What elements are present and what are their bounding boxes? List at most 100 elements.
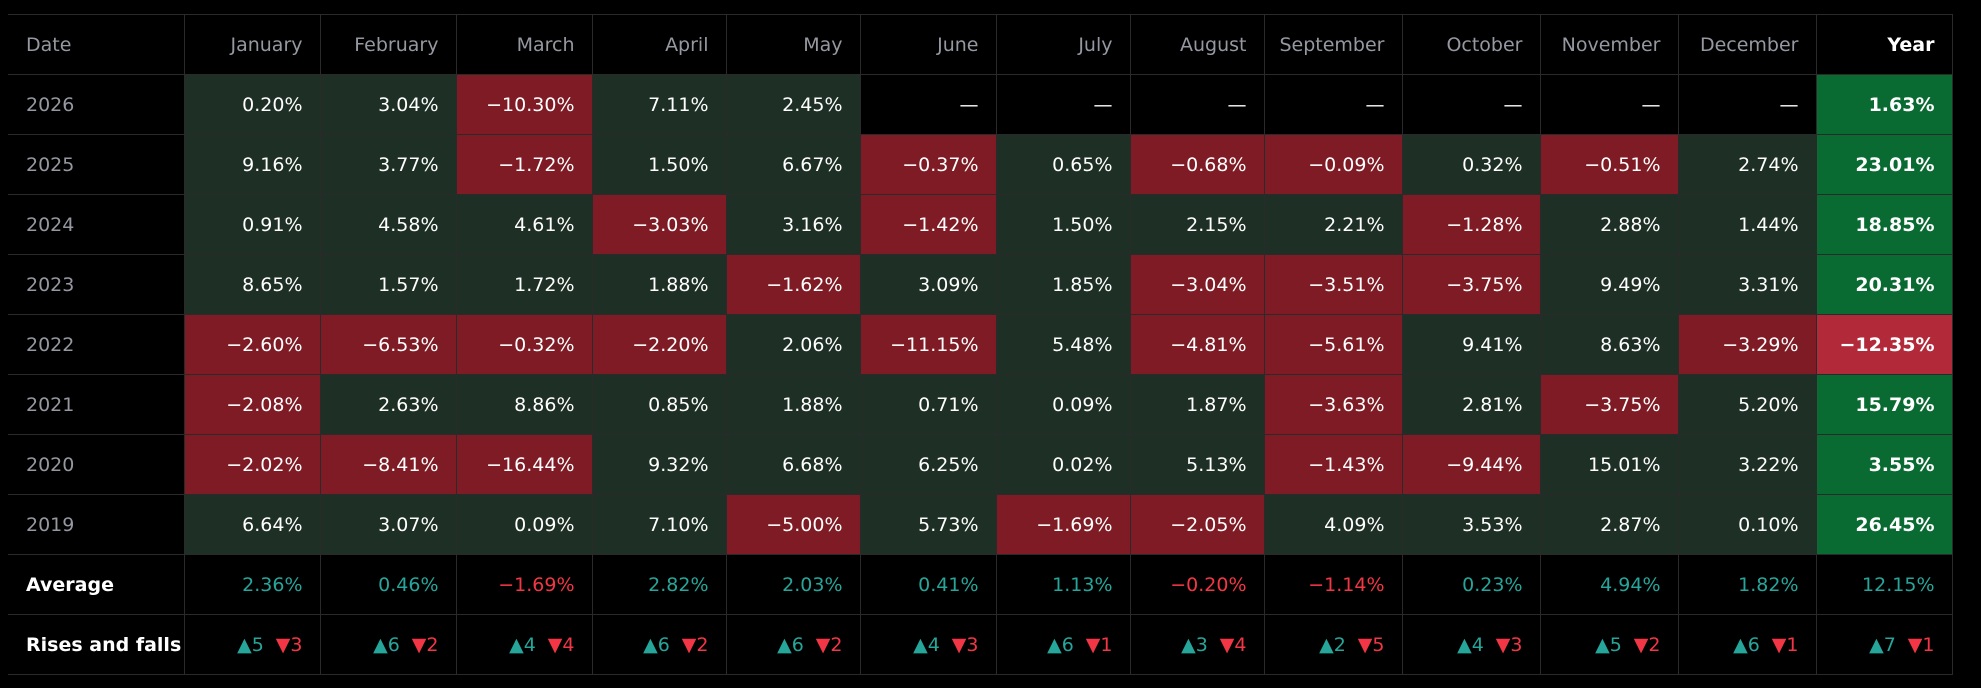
average-cell: 0.46% bbox=[320, 554, 457, 615]
average-cell: 1.82% bbox=[1678, 554, 1817, 615]
year-total-cell: 20.31% bbox=[1816, 254, 1953, 315]
falls-count: ▼1 bbox=[1085, 633, 1113, 656]
monthly-return-cell: −3.63% bbox=[1264, 374, 1403, 435]
monthly-return-cell: −8.41% bbox=[320, 434, 457, 495]
rises-falls-cell: ▲6 ▼1 bbox=[1678, 614, 1817, 675]
rises-count: ▲4 bbox=[509, 633, 536, 656]
rises-count: ▲6 bbox=[373, 633, 400, 656]
column-header-month[interactable]: December bbox=[1678, 14, 1817, 75]
row-year-label: 2022 bbox=[8, 314, 185, 375]
table-row: 2019 6.64% 3.07% 0.09% 7.10% −5.00% 5.73% −1.69… bbox=[8, 494, 1953, 555]
monthly-return-cell: −0.09% bbox=[1264, 134, 1403, 195]
rises-count: ▲7 bbox=[1869, 633, 1896, 656]
column-header-month[interactable]: June bbox=[860, 14, 997, 75]
column-header-month[interactable]: August bbox=[1130, 14, 1265, 75]
falls-count: ▼2 bbox=[681, 633, 709, 656]
monthly-return-cell: 2.15% bbox=[1130, 194, 1265, 255]
falls-count: ▼5 bbox=[1357, 633, 1385, 656]
monthly-return-cell: −3.75% bbox=[1540, 374, 1679, 435]
column-header-year[interactable]: Year bbox=[1816, 14, 1953, 75]
monthly-return-cell: 0.20% bbox=[184, 74, 321, 135]
monthly-return-cell: 8.63% bbox=[1540, 314, 1679, 375]
monthly-return-cell: −5.00% bbox=[726, 494, 861, 555]
falls-count: ▼3 bbox=[1495, 633, 1523, 656]
rises-falls-row: Rises and falls ▲5 ▼3 ▲6 ▼2 ▲4 ▼4 ▲6 ▼2 ▲6 ▼2 ▲4 ▼3 ▲… bbox=[8, 614, 1953, 675]
rises-falls-cell: ▲6 ▼1 bbox=[996, 614, 1131, 675]
monthly-return-cell: 2.06% bbox=[726, 314, 861, 375]
monthly-return-cell: 2.88% bbox=[1540, 194, 1679, 255]
monthly-return-cell: 1.44% bbox=[1678, 194, 1817, 255]
monthly-return-cell: −4.81% bbox=[1130, 314, 1265, 375]
monthly-return-cell: 9.16% bbox=[184, 134, 321, 195]
table-row: 2026 0.20% 3.04% −10.30% 7.11% 2.45% — — — — — — —1.… bbox=[8, 74, 1953, 135]
monthly-return-cell: −1.43% bbox=[1264, 434, 1403, 495]
rises-falls-cell: ▲5 ▼3 bbox=[184, 614, 321, 675]
row-year-label: 2024 bbox=[8, 194, 185, 255]
monthly-return-cell: 5.48% bbox=[996, 314, 1131, 375]
column-header-month[interactable]: January bbox=[184, 14, 321, 75]
row-year-label: 2021 bbox=[8, 374, 185, 435]
monthly-return-cell: 4.09% bbox=[1264, 494, 1403, 555]
column-header-month[interactable]: November bbox=[1540, 14, 1679, 75]
rises-count: ▲6 bbox=[1047, 633, 1074, 656]
monthly-return-cell: −0.37% bbox=[860, 134, 997, 195]
monthly-return-cell: 0.91% bbox=[184, 194, 321, 255]
rises-falls-cell: ▲5 ▼2 bbox=[1540, 614, 1679, 675]
monthly-return-cell: −2.05% bbox=[1130, 494, 1265, 555]
table-row: 2025 9.16% 3.77% −1.72% 1.50% 6.67% −0.37% 0.65… bbox=[8, 134, 1953, 195]
monthly-return-cell: — bbox=[1130, 74, 1265, 135]
seasonals-table-container: Date January February March April May June July… bbox=[8, 14, 1953, 675]
rises-falls-cell: ▲6 ▼2 bbox=[726, 614, 861, 675]
monthly-return-cell: −2.20% bbox=[592, 314, 727, 375]
monthly-return-cell: −3.51% bbox=[1264, 254, 1403, 315]
column-header-month[interactable]: April bbox=[592, 14, 727, 75]
falls-count: ▼1 bbox=[1771, 633, 1799, 656]
monthly-return-cell: 0.71% bbox=[860, 374, 997, 435]
monthly-return-cell: 0.09% bbox=[996, 374, 1131, 435]
monthly-return-cell: 0.09% bbox=[456, 494, 593, 555]
column-header-month[interactable]: September bbox=[1264, 14, 1403, 75]
monthly-return-cell: 5.20% bbox=[1678, 374, 1817, 435]
monthly-returns-table: Date January February March April May June July… bbox=[8, 14, 1953, 675]
year-total-cell: 18.85% bbox=[1816, 194, 1953, 255]
rises-falls-cell: ▲6 ▼2 bbox=[592, 614, 727, 675]
column-header-date[interactable]: Date bbox=[8, 14, 185, 75]
monthly-return-cell: 1.72% bbox=[456, 254, 593, 315]
monthly-return-cell: −16.44% bbox=[456, 434, 593, 495]
monthly-return-cell: — bbox=[1402, 74, 1541, 135]
monthly-return-cell: 5.73% bbox=[860, 494, 997, 555]
column-header-month[interactable]: February bbox=[320, 14, 457, 75]
table-row: 2023 8.65% 1.57% 1.72% 1.88% −1.62% 3.09% 1.85%… bbox=[8, 254, 1953, 315]
falls-count: ▼2 bbox=[815, 633, 843, 656]
year-total-cell: −12.35% bbox=[1816, 314, 1953, 375]
monthly-return-cell: −10.30% bbox=[456, 74, 593, 135]
average-cell: 0.41% bbox=[860, 554, 997, 615]
monthly-return-cell: −1.69% bbox=[996, 494, 1131, 555]
monthly-return-cell: −1.28% bbox=[1402, 194, 1541, 255]
monthly-return-cell: −3.03% bbox=[592, 194, 727, 255]
monthly-return-cell: −3.29% bbox=[1678, 314, 1817, 375]
monthly-return-cell: 2.81% bbox=[1402, 374, 1541, 435]
monthly-return-cell: — bbox=[1540, 74, 1679, 135]
monthly-return-cell: −11.15% bbox=[860, 314, 997, 375]
column-header-month[interactable]: October bbox=[1402, 14, 1541, 75]
monthly-return-cell: 2.63% bbox=[320, 374, 457, 435]
monthly-return-cell: 6.64% bbox=[184, 494, 321, 555]
monthly-return-cell: −1.72% bbox=[456, 134, 593, 195]
average-cell: −1.69% bbox=[456, 554, 593, 615]
column-header-month[interactable]: July bbox=[996, 14, 1131, 75]
monthly-return-cell: 3.16% bbox=[726, 194, 861, 255]
column-header-month[interactable]: March bbox=[456, 14, 593, 75]
year-total-cell: 23.01% bbox=[1816, 134, 1953, 195]
column-header-month[interactable]: May bbox=[726, 14, 861, 75]
monthly-return-cell: −3.04% bbox=[1130, 254, 1265, 315]
row-year-label: 2020 bbox=[8, 434, 185, 495]
average-cell: 2.82% bbox=[592, 554, 727, 615]
monthly-return-cell: 0.65% bbox=[996, 134, 1131, 195]
table-row: 2021 −2.08% 2.63% 8.86% 0.85% 1.88% 0.71% 0.09%… bbox=[8, 374, 1953, 435]
rises-falls-cell: ▲7 ▼1 bbox=[1816, 614, 1953, 675]
monthly-return-cell: 3.04% bbox=[320, 74, 457, 135]
monthly-return-cell: −2.02% bbox=[184, 434, 321, 495]
monthly-return-cell: −6.53% bbox=[320, 314, 457, 375]
average-cell: 12.15% bbox=[1816, 554, 1953, 615]
